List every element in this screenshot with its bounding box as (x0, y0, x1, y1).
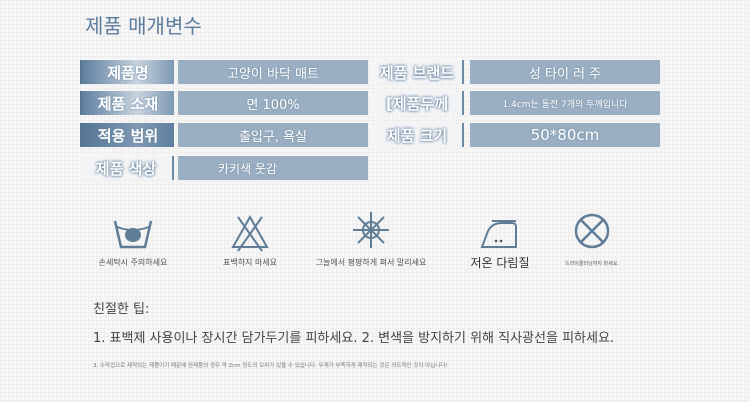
tips-title: 친절한 팁: (93, 302, 150, 317)
spec-value-color: 카키색 웃감 (178, 156, 368, 180)
care-label-no-bleach: 표백하지 마세요 (222, 258, 278, 267)
page-title: 제품 매개변수 (85, 14, 202, 38)
dry-in-shade-icon (353, 212, 389, 248)
spec-value-size: 50*80cm (470, 123, 660, 147)
hand-wash-icon (113, 220, 153, 249)
spec-label-usage: 적용 범위 (80, 123, 174, 147)
care-label-no-dry-clean: 드라이클리닝하지 마세요. (565, 261, 619, 267)
care-label-low-iron: 저온 다림질 (470, 256, 530, 270)
spec-value-material: 면 100% (178, 91, 368, 115)
tip-line-1: 1. 표백제 사용이나 장시간 담가두기를 피하세요. 2. 변색을 방지하기 … (93, 331, 615, 346)
spec-value-usage: 출입구, 욕실 (178, 123, 368, 147)
no-bleach-icon (231, 214, 269, 252)
spec-label-name: 제품명 (80, 60, 174, 84)
spec-label-material: 제품 소재 (80, 91, 174, 115)
care-label-hand-wash: 손세탁시 주의하세요 (98, 258, 168, 267)
spec-value-brand: 성 타이 러 주 (470, 60, 660, 84)
tip-line-3: 3. 수작업으로 제작되는 제품이기 때문에 완제품의 경우 약 2cm 정도의… (93, 363, 448, 369)
spec-value-thickness: 1.4cm는 동전 7개의 두께입니다 (470, 91, 660, 115)
spec-label-size: 제품 크기 (372, 123, 464, 147)
spec-label-color: 제품 색상 (80, 156, 174, 180)
spec-label-brand: 제품 브랜드 (372, 60, 464, 84)
spec-label-thickness: [제품두께 (372, 91, 464, 115)
no-dry-clean-icon (574, 213, 610, 249)
low-iron-icon (480, 220, 517, 248)
care-label-dry-in-shade: 그늘에서 평평하게 펴서 말리세요 (315, 258, 427, 267)
spec-value-name: 고양이 바닥 매트 (178, 60, 368, 84)
